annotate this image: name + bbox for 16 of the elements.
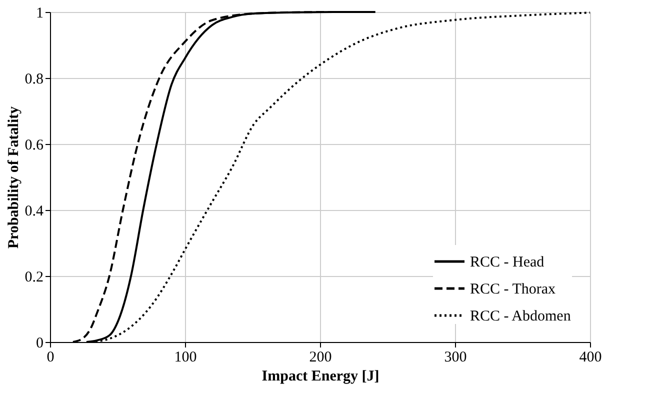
x-axis-title: Impact Energy [J] [262, 368, 380, 384]
x-tick-label: 400 [579, 350, 602, 366]
legend-label: RCC - Abdomen [470, 308, 572, 324]
x-tick-label: 100 [174, 350, 197, 366]
legend-label: RCC - Head [470, 254, 545, 270]
y-tick-label: 0.4 [24, 204, 44, 220]
legend-label: RCC - Thorax [470, 282, 556, 298]
x-tick-label: 0 [46, 350, 54, 366]
y-tick-label: 0.8 [24, 72, 44, 88]
y-tick-label: 0.2 [24, 270, 44, 286]
y-tick-label: 0 [36, 336, 44, 352]
y-tick-label: 0.6 [24, 138, 44, 154]
x-tick-label: 300 [444, 350, 467, 366]
y-tick-label: 1 [36, 6, 44, 22]
x-tick-label: 200 [309, 350, 332, 366]
y-axis-title: Probability of Fatality [6, 106, 22, 249]
